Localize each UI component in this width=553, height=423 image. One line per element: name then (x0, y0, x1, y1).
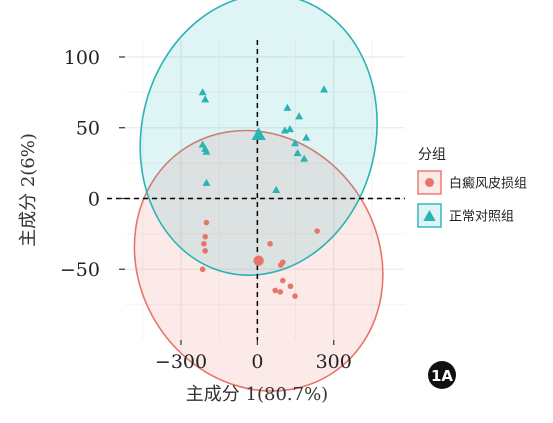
point-group-1 (202, 233, 208, 240)
point-group-2 (291, 139, 300, 147)
data-points (198, 85, 329, 299)
legend-marker-group-1 (425, 178, 434, 187)
panel-label-text: 1A (431, 367, 453, 385)
panel-label: 1A (428, 361, 456, 389)
point-group-1 (292, 293, 298, 299)
point-group-1 (280, 277, 286, 284)
x-tick-label: 300 (316, 351, 352, 373)
point-group-2 (300, 154, 309, 162)
point-group-2 (293, 149, 302, 157)
point-group-1 (277, 289, 284, 295)
x-tick-label: 0 (251, 351, 263, 373)
point-group-2 (285, 124, 294, 133)
y-tick-label: 100 (64, 47, 100, 69)
point-group-2 (295, 112, 304, 120)
point-group-2 (272, 185, 281, 193)
point-group-1 (199, 266, 206, 273)
point-group-1 (203, 219, 210, 226)
point-group-2 (202, 147, 211, 155)
y-axis-title: 主成分 2(6%) (18, 133, 39, 247)
legend-label-group-2: 正常对照组 (449, 210, 514, 225)
point-group-1 (201, 240, 207, 247)
point-group-1 (272, 287, 278, 294)
point-group-1 (277, 262, 284, 268)
reference-lines (107, 40, 405, 340)
x-axis-title: 主成分 1(80.7%) (186, 384, 328, 405)
centroid-group-1 (253, 255, 264, 266)
legend-label-group-1: 白癜风皮损组 (449, 176, 527, 192)
point-group-2 (201, 95, 210, 103)
legend-title: 分组 (418, 147, 446, 163)
point-group-2 (302, 133, 311, 141)
y-tick-label: −50 (60, 259, 100, 281)
point-group-2 (283, 103, 292, 111)
y-tick-label: 0 (88, 188, 100, 210)
point-group-2 (202, 178, 211, 186)
x-tick-label: −300 (155, 351, 207, 373)
centroid-group-2 (251, 127, 266, 141)
point-group-1 (314, 228, 320, 234)
legend-marker-group-2 (423, 210, 436, 222)
axis-ticks: −300 0 300 100 50 0 −50 (60, 47, 352, 373)
point-group-2 (320, 85, 329, 93)
y-tick-label: 50 (76, 118, 100, 140)
panel-label-badge (428, 361, 456, 389)
point-group-1 (202, 248, 208, 254)
point-group-1 (287, 283, 294, 290)
point-group-1 (267, 240, 273, 247)
point-group-2 (198, 88, 207, 96)
